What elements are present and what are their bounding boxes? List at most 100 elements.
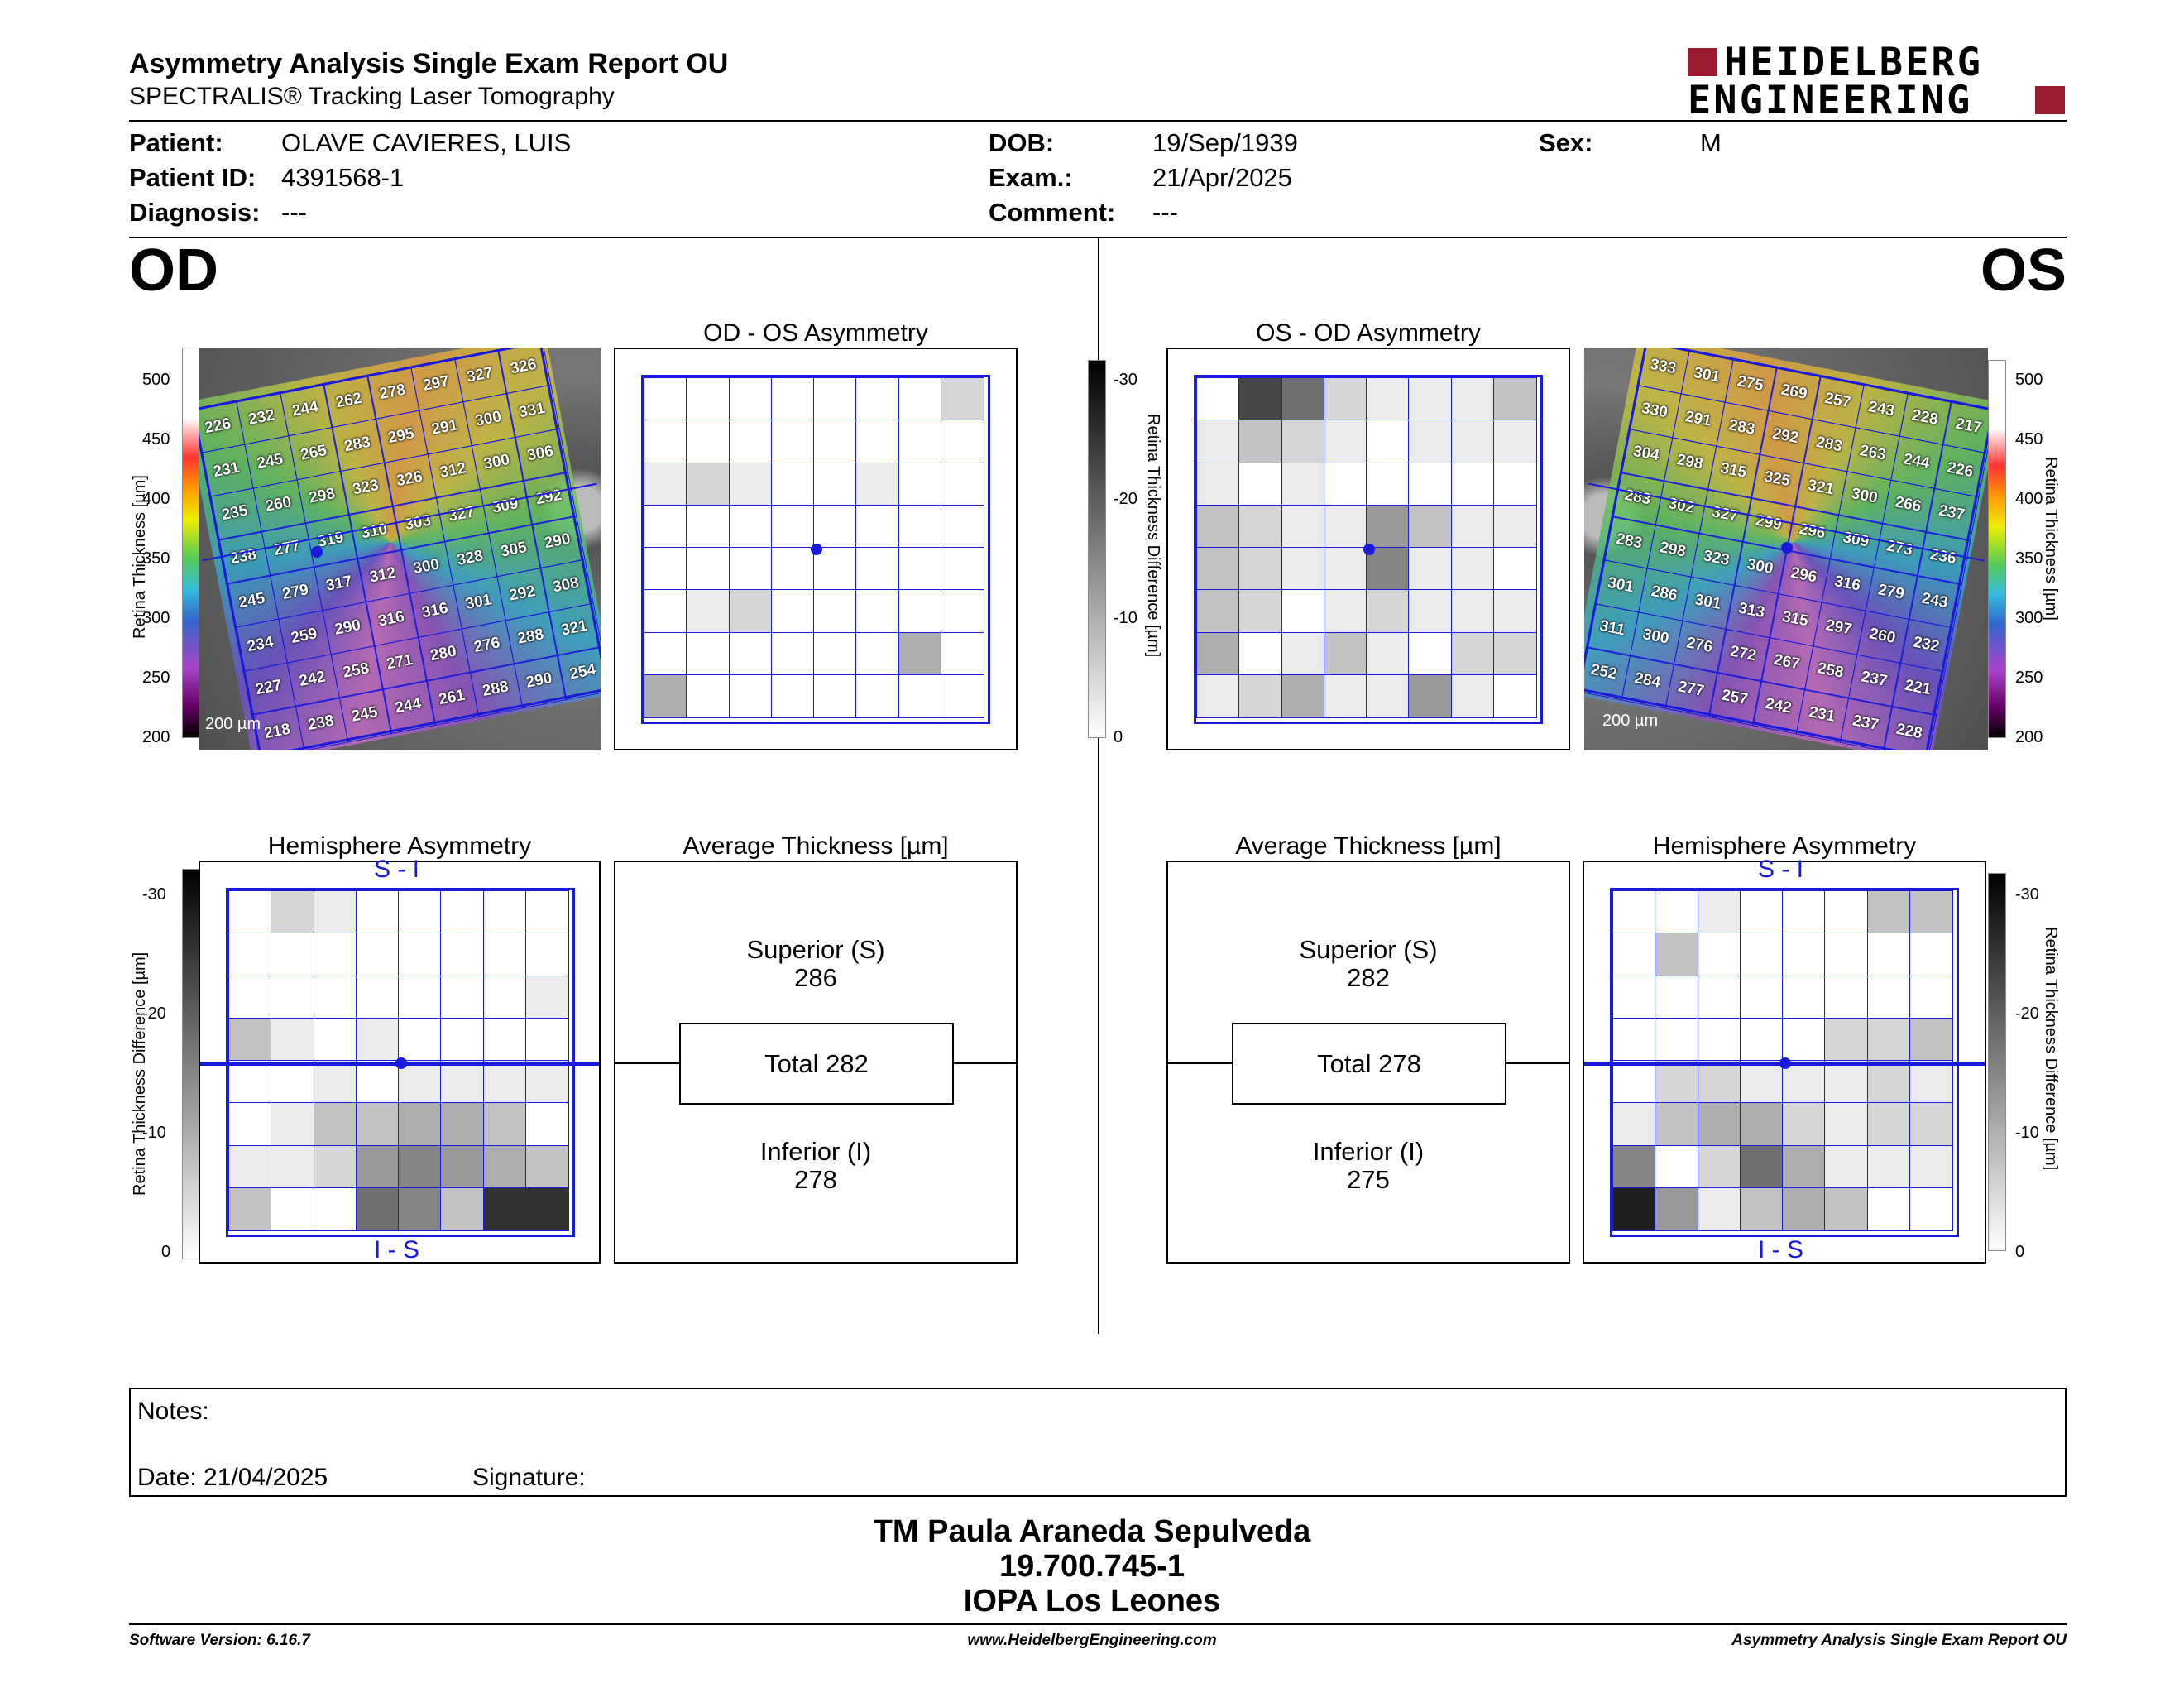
os-asym-panel (1166, 348, 1570, 750)
od-asym-cell (686, 589, 730, 633)
os-hemi-cell (1612, 975, 1656, 1019)
od-asym-cell (686, 462, 730, 506)
os-hemi-cell (1655, 1102, 1698, 1146)
os-hemi-tick-30: -30 (2015, 885, 2039, 904)
od-asym-cell (770, 674, 815, 718)
os-avg-title: Average Thickness [µm] (1235, 832, 1502, 860)
od-hemi-cell (355, 975, 400, 1019)
od-hemi-tick-30: -30 (142, 885, 166, 904)
od-asym-cell (728, 420, 773, 463)
center-diff-tick-0: 0 (1114, 728, 1123, 746)
os-hemi-cell (1909, 1144, 1953, 1189)
od-hemi-cell (524, 1060, 569, 1104)
os-asym-cell (1281, 504, 1325, 549)
center-diff-tick-20: -20 (1114, 490, 1138, 508)
os-superior-label: Superior (S) (1299, 935, 1438, 964)
od-hemi-cell (313, 1187, 357, 1231)
od-asym-cell (728, 547, 773, 591)
od-hemi-cell (440, 975, 484, 1019)
os-asym-cell (1323, 547, 1367, 591)
os-thick-tick-400: 400 (2015, 490, 2043, 508)
os-hemi-cell (1739, 890, 1784, 934)
os-hemi-cell (1697, 1017, 1741, 1062)
od-hemi-cell (355, 1060, 400, 1104)
od-asym-cell (644, 674, 687, 718)
footer-website[interactable]: www.HeidelbergEngineering.com (967, 1632, 1217, 1649)
os-hemi-cell (1909, 1017, 1953, 1062)
od-hemi-cell (398, 933, 442, 976)
od-hemi-cell (228, 933, 272, 976)
od-asym-cell (813, 631, 857, 676)
od-asym-cell (813, 420, 857, 463)
od-hemi-title: Hemisphere Asymmetry (267, 832, 532, 860)
os-thick-tick-500: 500 (2015, 371, 2043, 389)
od-hemi-cell (271, 1144, 314, 1189)
od-asym-cell (686, 674, 730, 718)
os-asym-cell (1408, 377, 1452, 421)
od-asym-cell (728, 462, 773, 506)
os-hemi-cell (1866, 890, 1911, 934)
os-hemi-cell (1782, 1102, 1826, 1146)
os-hemi-cell (1612, 1187, 1656, 1231)
od-asym-cell (855, 504, 899, 549)
od-asym-cell (940, 462, 984, 506)
od-hemi-cell (440, 1144, 484, 1189)
os-hemi-cell (1866, 933, 1911, 976)
od-asym-cell (644, 547, 687, 591)
os-asym-cell (1238, 377, 1282, 421)
dob-label: DOB: (989, 128, 1055, 157)
signer-name: TM Paula Araneda Sepulveda (873, 1514, 1311, 1549)
od-thick-tick-300: 300 (142, 609, 170, 627)
os-thick-tick-200: 200 (2015, 728, 2043, 746)
os-asym-cell (1196, 674, 1240, 718)
os-asym-cell (1366, 462, 1410, 506)
od-fovea-marker-icon (311, 546, 323, 558)
od-asym-cell (686, 377, 730, 421)
date-label: Date: 21/04/2025 (137, 1464, 328, 1491)
od-asym-cell (644, 462, 687, 506)
od-total-label: Total 282 (764, 1048, 869, 1078)
od-asym-grid (641, 375, 990, 724)
od-asym-cell (898, 547, 942, 591)
os-asym-cell (1408, 674, 1452, 718)
logo-text-line1: HEIDELBERG (1724, 40, 1983, 85)
od-asym-cell (728, 377, 773, 421)
od-hemi-top-label: S - I (374, 856, 420, 883)
os-asym-cell (1450, 420, 1495, 463)
os-hemi-tick-10: -10 (2015, 1124, 2039, 1142)
os-total-box: Total 278 (1232, 1023, 1506, 1105)
os-asym-cell (1450, 589, 1495, 633)
od-hemi-cell (355, 1187, 400, 1231)
os-fovea-marker-icon (1781, 542, 1793, 554)
os-asym-cell (1196, 631, 1240, 676)
os-hemi-cell (1655, 890, 1698, 934)
od-asym-title: OD - OS Asymmetry (703, 319, 928, 347)
od-asym-cell (940, 547, 984, 591)
patient-name: OLAVE CAVIERES, LUIS (281, 128, 572, 157)
os-hemi-cell (1782, 933, 1826, 976)
od-hemi-cell (482, 1060, 527, 1104)
os-asym-cell (1408, 631, 1452, 676)
od-asym-cell (644, 504, 687, 549)
od-avg-panel: Superior (S) 286 Total 282 Inferior (I) … (614, 861, 1018, 1264)
od-asym-cell (855, 631, 899, 676)
od-hemi-cell (313, 933, 357, 976)
od-hemi-cell (313, 1017, 357, 1062)
os-asym-cell (1196, 547, 1240, 591)
os-asym-cell (1238, 547, 1282, 591)
diagnosis-value: --- (281, 198, 307, 227)
os-asym-cell (1492, 377, 1537, 421)
os-hemi-tick-20: -20 (2015, 1005, 2039, 1023)
od-hemi-axis-label: Retina Thickness Difference [µm] (131, 952, 149, 1196)
os-asym-cell (1281, 589, 1325, 633)
od-asym-cell (770, 377, 815, 421)
od-asym-cell (898, 377, 942, 421)
os-asym-cell (1196, 504, 1240, 549)
os-hemi-title: Hemisphere Asymmetry (1652, 832, 1917, 860)
os-asym-cell (1408, 504, 1452, 549)
od-hemi-cell (228, 1102, 272, 1146)
os-asym-cell (1366, 504, 1410, 549)
os-total-label: Total 278 (1317, 1048, 1421, 1078)
notes-box[interactable]: Notes: Date: 21/04/2025 Signature: (129, 1388, 2067, 1497)
os-asym-cell (1408, 420, 1452, 463)
